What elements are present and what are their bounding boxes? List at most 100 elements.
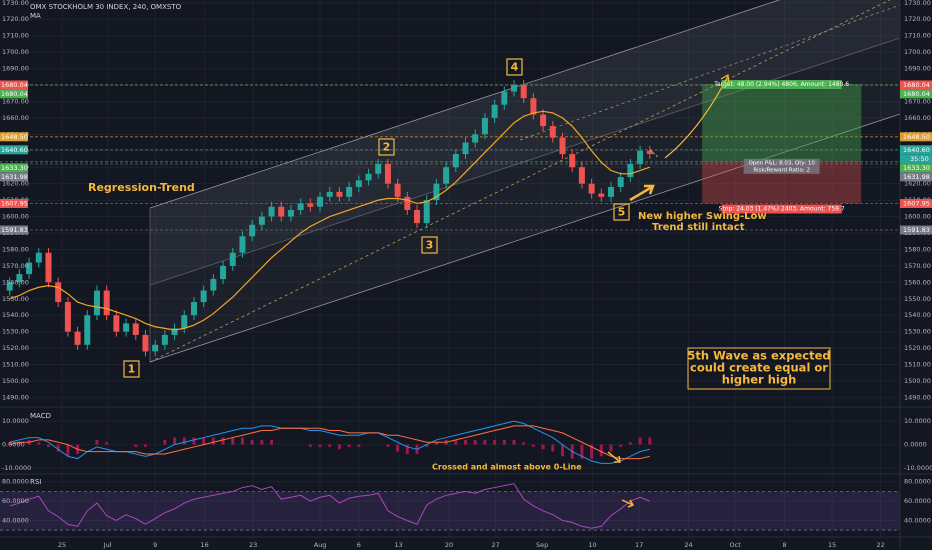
rsi-line [9, 483, 650, 529]
arrow-head [720, 74, 730, 84]
signal-line [9, 425, 650, 460]
candle-body [336, 191, 343, 197]
pane-title: MACD [30, 412, 51, 420]
y-tick-label: 40.0000 [2, 516, 29, 524]
histogram-bar [619, 444, 623, 447]
histogram-bar [599, 444, 603, 457]
candle-body [472, 134, 479, 143]
candle-body [375, 163, 382, 174]
annotation: could create equal or [690, 361, 828, 375]
candle-body [520, 85, 527, 99]
x-tick-label: Oct [730, 541, 742, 549]
candle-body [637, 150, 644, 164]
level-label: 1680.04 [903, 90, 930, 98]
candle-body [433, 183, 440, 201]
candle-body [501, 91, 508, 105]
x-tick-label: 25 [58, 541, 66, 549]
y-tick-label: 1730.00 [904, 0, 931, 7]
histogram-bar [56, 444, 60, 452]
histogram-bar [337, 444, 341, 450]
candle-body [307, 203, 314, 207]
level-label: 1680.04 [903, 81, 930, 89]
histogram-bar [357, 444, 361, 447]
candle-body [190, 302, 197, 316]
wave-boxes [123, 58, 630, 378]
histogram-bar [464, 439, 468, 445]
position: Target: 48.00 (2.94%) 4806, Amount: 1480… [702, 80, 862, 214]
y-tick-label: 1700.00 [904, 48, 931, 56]
annotation: Regression-Trend [88, 181, 195, 194]
level-label: 1648.50 [1, 133, 28, 141]
histogram-bar [192, 437, 196, 445]
histogram-bar [202, 437, 206, 445]
histogram-bar [270, 439, 274, 445]
histogram-bar [425, 444, 429, 447]
histogram-bar [454, 439, 458, 445]
level-label-bg [900, 89, 932, 99]
y-tick-label: 60.0000 [904, 497, 931, 505]
histogram-bar [434, 442, 438, 445]
histogram-bar [17, 442, 21, 445]
y-tick-label: 1620.00 [2, 180, 29, 188]
x-tick-label: 17 [635, 541, 643, 549]
histogram-bar [522, 442, 526, 445]
level-label: 1631.98 [903, 173, 930, 181]
y-tick-label: 80.0000 [904, 478, 931, 486]
arrow [664, 75, 729, 159]
x-tick-label: 13 [394, 541, 402, 549]
candle-body [249, 224, 256, 237]
countdown-bg [900, 154, 932, 164]
histogram-bar [240, 437, 244, 445]
level-label: 1633.30 [1, 164, 28, 172]
stop-label: Stop: 24.03 (1.47%) 2403, Amount: 759.7 [719, 205, 845, 212]
candle-body [6, 282, 13, 291]
x-tick-label: 23 [249, 541, 257, 549]
candle-body [598, 193, 605, 197]
candle-body [491, 104, 498, 118]
ma-line [9, 110, 650, 331]
candle-body [404, 196, 411, 210]
annotation: Trend still intact [652, 222, 745, 233]
y-tick-label: -10.0000 [904, 464, 932, 472]
level-label: 1607.95 [1, 199, 28, 207]
candle-body [462, 142, 469, 155]
histogram-bar [512, 439, 516, 445]
candle-body [132, 323, 139, 335]
level-label: 1680.04 [1, 90, 28, 98]
y-tick-label: 1690.00 [2, 65, 29, 73]
x-tick-label: Sep [536, 541, 548, 549]
annotation: New higher Swing-Low [638, 211, 767, 222]
candle-body [55, 282, 62, 303]
y-tick-label: 0.0000 [2, 441, 25, 449]
wave-label: 1 [128, 363, 136, 376]
histogram-bar [260, 439, 264, 445]
y-tick-label: 1500.00 [2, 377, 29, 385]
candle-body [414, 209, 421, 224]
candle-body [171, 328, 178, 335]
wave-box [613, 203, 630, 221]
histogram-bar [95, 439, 99, 445]
y-tick-label: 80.0000 [2, 478, 29, 486]
y-tick-label: 1570.00 [2, 262, 29, 270]
wave-label: 5 [618, 206, 626, 219]
y-tick-label: 1550.00 [904, 295, 931, 303]
candle-body [210, 279, 217, 291]
y-tick-label: 1720.00 [904, 15, 931, 23]
trend-dashed [519, 4, 901, 141]
y-tick-label: 1520.00 [904, 344, 931, 352]
level-label-bg [0, 163, 28, 173]
histogram-bar [396, 444, 400, 452]
y-tick-label: 1660.00 [2, 114, 29, 122]
wave-label: 3 [426, 239, 434, 252]
candle-body [588, 183, 595, 194]
histogram-bar [143, 444, 147, 447]
candle-body [423, 200, 430, 224]
arrow-head [627, 499, 635, 508]
arrow [621, 499, 634, 506]
candle-body [365, 173, 372, 181]
marks [6, 80, 653, 529]
x-tick-label: 24 [684, 541, 692, 549]
candle-body [123, 323, 130, 332]
y-tick-label: 1570.00 [904, 262, 931, 270]
